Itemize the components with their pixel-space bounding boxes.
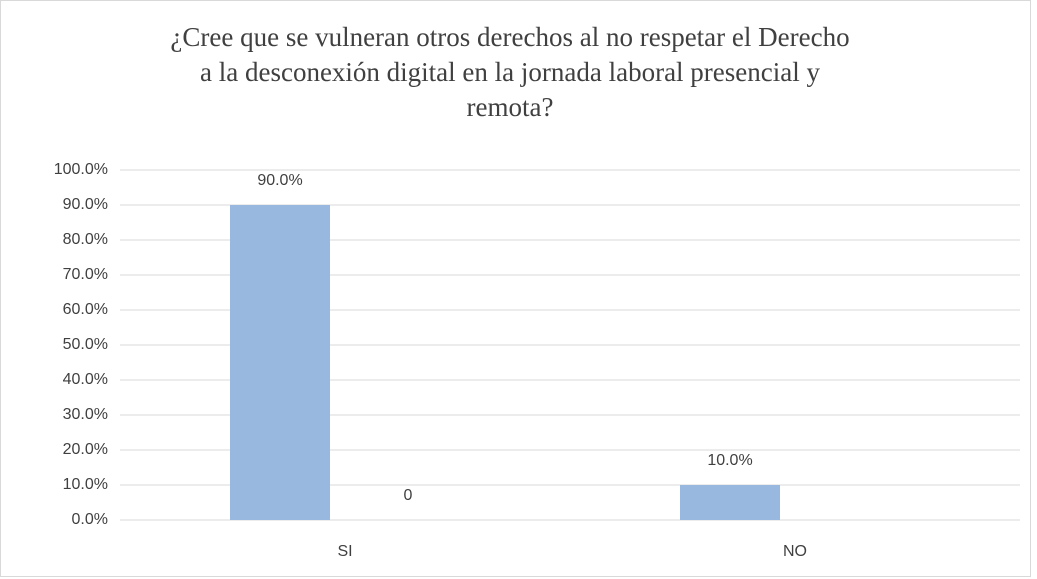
y-tick-label: 80.0% (63, 231, 108, 248)
bar (230, 205, 330, 520)
y-tick-label: 70.0% (63, 266, 108, 283)
y-tick-label: 10.0% (63, 476, 108, 493)
bar (680, 485, 780, 520)
chart-title: ¿Cree que se vulneran otros derechos al … (170, 22, 849, 52)
y-tick-label: 100.0% (54, 161, 108, 178)
y-tick-label: 40.0% (63, 371, 108, 388)
chart-title: remota? (467, 92, 554, 122)
y-tick-label: 60.0% (63, 301, 108, 318)
y-tick-label: 0.0% (72, 511, 108, 528)
chart-title: a la desconexión digital en la jornada l… (200, 57, 820, 87)
data-label: 0 (404, 487, 413, 504)
x-tick-label: SI (337, 543, 352, 560)
y-tick-label: 50.0% (63, 336, 108, 353)
y-tick-label: 20.0% (63, 441, 108, 458)
data-label: 90.0% (257, 172, 302, 189)
y-tick-label: 90.0% (63, 196, 108, 213)
y-tick-label: 30.0% (63, 406, 108, 423)
x-tick-label: NO (783, 543, 807, 560)
data-label: 10.0% (707, 452, 752, 469)
